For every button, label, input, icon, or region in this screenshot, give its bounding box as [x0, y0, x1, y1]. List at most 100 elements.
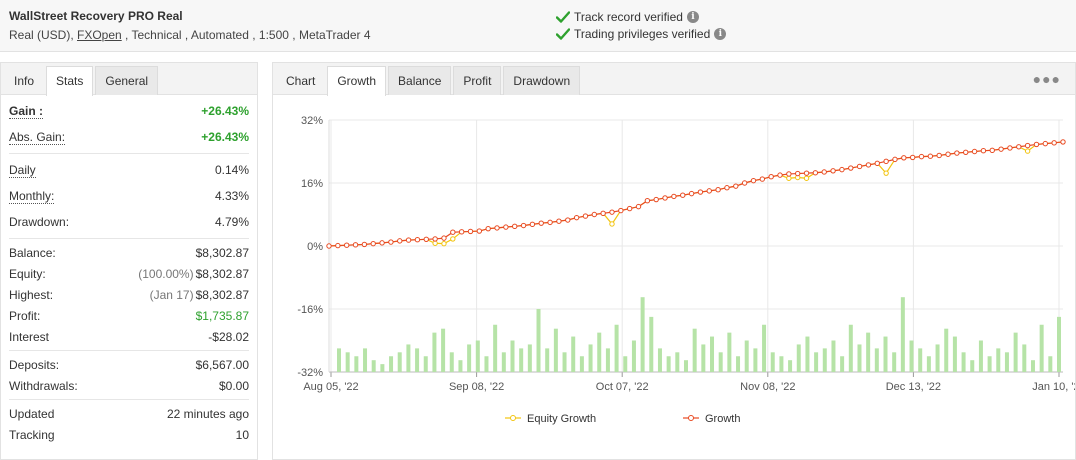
x-tick-label: Dec 13, '22 [886, 381, 941, 393]
rates-group: Daily 0.14% Monthly: 4.33% Drawdown: 4.7… [9, 154, 249, 239]
gain-label[interactable]: Gain : [9, 103, 44, 119]
growth-point [379, 240, 385, 246]
tab-growth[interactable]: Growth [327, 66, 387, 96]
volume-bar [467, 344, 472, 372]
gain-value: +26.43% [201, 104, 249, 118]
growth-point [432, 236, 438, 242]
equity-point [441, 240, 447, 247]
volume-bar [788, 360, 793, 372]
monthly-value: 4.33% [214, 189, 249, 203]
info-icon[interactable]: i [714, 28, 727, 40]
growth-point [786, 171, 792, 177]
volume-bar [527, 344, 532, 372]
tab-drawdown[interactable]: Drawdown [503, 66, 581, 95]
growth-point [998, 146, 1004, 152]
y-tick-label: 16% [301, 178, 323, 190]
volume-bar [545, 348, 550, 372]
growth-point [644, 198, 651, 204]
volume-bar [571, 336, 576, 372]
drawdown-label: Drawdown: [9, 215, 70, 229]
daily-label[interactable]: Daily [9, 162, 36, 178]
tab-stats[interactable]: Stats [46, 66, 94, 96]
abs-gain-label[interactable]: Abs. Gain: [9, 129, 66, 145]
growth-point [1033, 141, 1040, 148]
stats-panel: Info Stats General Gain : +26.43% Abs. G… [0, 62, 258, 460]
growth-point [335, 242, 341, 249]
stat-withdrawals: Withdrawals: $0.00 [9, 375, 249, 396]
volume-bar [458, 360, 463, 372]
account-info: Real (USD), FXOpen , Technical , Automat… [9, 28, 371, 42]
growth-point [733, 183, 739, 189]
info-icon[interactable]: i [686, 11, 699, 23]
growth-point [971, 148, 978, 155]
deposits-group: Deposits: $6,567.00 Withdrawals: $0.00 [9, 351, 249, 400]
y-tick-label: -16% [297, 304, 323, 316]
volume-bar [441, 328, 446, 372]
volume-bar [484, 356, 489, 372]
volume-bar [883, 336, 888, 372]
growth-point [812, 170, 819, 176]
tab-general[interactable]: General [95, 66, 159, 95]
volume-bar [432, 332, 437, 372]
volume-bar [831, 340, 836, 372]
volume-bar [770, 352, 775, 372]
stats-tabs: Info Stats General [1, 63, 257, 96]
equity-point [609, 221, 615, 227]
profit-value: $1,735.87 [195, 308, 249, 323]
volume-bar [701, 344, 706, 372]
volume-bar [623, 356, 628, 372]
growth-point [856, 163, 863, 170]
growth-point [839, 166, 845, 173]
equity-amount: $8,302.87 [195, 266, 249, 281]
growth-point [768, 174, 774, 180]
volume-bar [657, 348, 662, 372]
broker-link[interactable]: FXOpen [77, 28, 122, 42]
volume-bar [1057, 316, 1061, 372]
legend-equity-growth[interactable]: Equity Growth [527, 413, 596, 425]
growth-point [830, 168, 836, 174]
growth-point [697, 189, 704, 195]
legend-growth[interactable]: Growth [705, 413, 740, 425]
growth-point [1060, 139, 1066, 145]
tab-chart[interactable]: Chart [286, 74, 316, 88]
growth-point [538, 220, 544, 226]
growth-point [918, 153, 925, 160]
volume-bar [389, 356, 394, 372]
volume-bar [796, 344, 801, 372]
growth-point [565, 217, 571, 223]
growth-chart: 32% 16% 0% -16% -32% Aug 05, '22 Sep 08, '22 Oc… [297, 115, 1075, 425]
volume-bar [857, 344, 862, 372]
updated-label: Updated [9, 406, 55, 421]
chart-panel: Chart Growth Balance Profit Drawdown ●●●… [272, 62, 1076, 460]
growth-point [883, 158, 889, 165]
volume-bar [900, 297, 905, 372]
growth-point [600, 210, 606, 217]
growth-point [901, 155, 907, 161]
volume-bar [363, 348, 368, 372]
equity-growth-line [328, 141, 1064, 247]
tab-profit[interactable]: Profit [453, 66, 502, 95]
x-tick-label: Aug 05, '22 [303, 381, 358, 393]
more-dots-icon[interactable]: ●●● [1032, 71, 1061, 87]
growth-point [343, 242, 350, 248]
volume-bar [597, 332, 602, 372]
drawdown-value: 4.79% [214, 215, 249, 229]
deposits-value: $6,567.00 [195, 357, 249, 372]
growth-point [326, 243, 332, 249]
growth-point [724, 185, 730, 191]
tab-info[interactable]: Info [14, 74, 35, 88]
volume-bar [736, 356, 741, 372]
growth-point [1016, 144, 1022, 150]
volume-bar [475, 340, 480, 372]
volume-bar [779, 356, 784, 372]
interest-value: -$28.02 [208, 329, 249, 344]
volume-bar [718, 352, 723, 372]
growth-point [618, 207, 624, 214]
monthly-label[interactable]: Monthly: [9, 188, 55, 204]
tab-balance[interactable]: Balance [388, 66, 452, 95]
volume-bar [406, 344, 411, 372]
equity-point [786, 175, 792, 181]
growth-point [653, 196, 659, 203]
tracking-value: 10 [235, 427, 249, 442]
deposits-label: Deposits: [9, 357, 60, 372]
